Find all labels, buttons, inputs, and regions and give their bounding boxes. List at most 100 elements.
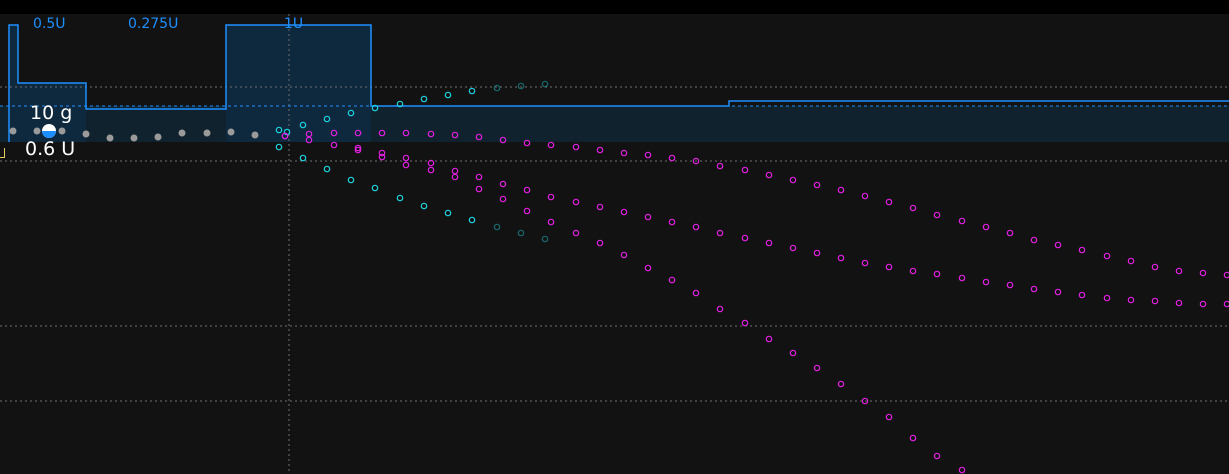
top-bar <box>0 0 1229 14</box>
prediction-dot <box>451 173 459 181</box>
prediction-dot <box>1151 297 1159 305</box>
prediction-dot <box>668 276 676 284</box>
prediction-dot <box>909 267 917 275</box>
glucose-history-dot <box>203 129 211 137</box>
prediction-dot <box>668 154 676 162</box>
prediction-dot <box>813 181 821 189</box>
prediction-dot <box>620 208 628 216</box>
glucose-history-dot <box>130 134 138 142</box>
prediction-dot <box>323 115 331 123</box>
prediction-dot <box>885 413 893 421</box>
prediction-dot <box>323 165 331 173</box>
glucose-history-dots <box>9 127 259 142</box>
prediction-dot <box>620 251 628 259</box>
prediction-dot <box>420 95 428 103</box>
prediction-dot <box>982 223 990 231</box>
prediction-dot <box>1078 291 1086 299</box>
prediction-dot <box>885 198 893 206</box>
glucose-history-dot <box>33 127 41 135</box>
prediction-dot <box>1006 229 1014 237</box>
prediction-dot <box>861 259 869 267</box>
prediction-dot <box>299 154 307 162</box>
prediction-dot <box>572 229 580 237</box>
prediction-dot <box>541 235 549 243</box>
prediction-dot <box>493 84 501 92</box>
prediction-dot <box>499 180 507 188</box>
prediction-dot <box>692 157 700 165</box>
basal-label-2: 0.275U <box>128 16 178 32</box>
cyan-prediction-dots <box>275 80 549 243</box>
prediction-dot <box>347 109 355 117</box>
prediction-dot <box>468 216 476 224</box>
bolus-marker[interactable] <box>42 124 56 138</box>
prediction-dot <box>330 129 338 137</box>
prediction-dot <box>909 434 917 442</box>
prediction-dot <box>596 146 604 154</box>
prediction-dot <box>958 274 966 282</box>
prediction-dot <box>475 133 483 141</box>
prediction-dot <box>982 278 990 286</box>
prediction-dot <box>523 207 531 215</box>
prediction-dot <box>305 130 313 138</box>
magenta-prediction-dots <box>281 129 1229 474</box>
prediction-dot <box>813 364 821 372</box>
prediction-dot <box>1151 263 1159 271</box>
prediction-dot <box>716 162 724 170</box>
prediction-dot <box>499 136 507 144</box>
prediction-dot <box>354 144 362 152</box>
prediction-dot <box>572 143 580 151</box>
prediction-dot <box>378 129 386 137</box>
prediction-dot <box>789 176 797 184</box>
glucose-history-dot <box>82 130 90 138</box>
prediction-dot <box>765 335 773 343</box>
prediction-dot <box>468 87 476 95</box>
prediction-dot <box>281 132 289 140</box>
prediction-dot <box>420 202 428 210</box>
carbs-label: 10 g <box>30 102 72 124</box>
prediction-dot <box>620 149 628 157</box>
prediction-dot <box>493 223 501 231</box>
prediction-dot <box>1175 267 1183 275</box>
prediction-dot <box>716 229 724 237</box>
prediction-dot <box>378 149 386 157</box>
prediction-dot <box>402 129 410 137</box>
prediction-dot <box>378 153 386 161</box>
prediction-dot <box>444 209 452 217</box>
glucose-history-dot <box>106 134 114 142</box>
prediction-dot <box>523 186 531 194</box>
prediction-dot <box>1223 300 1229 308</box>
prediction-dot <box>813 249 821 257</box>
grid <box>0 14 1229 474</box>
prediction-dot <box>837 254 845 262</box>
basal-label-3: 1U <box>284 16 303 32</box>
prediction-dot <box>427 166 435 174</box>
prediction-dot <box>716 305 724 313</box>
glucose-history-dot <box>178 129 186 137</box>
prediction-dot <box>837 186 845 194</box>
prediction-dot <box>644 213 652 221</box>
glucose-history-dot <box>154 133 162 141</box>
prediction-dot <box>475 185 483 193</box>
prediction-dot <box>444 91 452 99</box>
prediction-dot <box>1030 285 1038 293</box>
prediction-dot <box>330 141 338 149</box>
prediction-dot <box>451 131 459 139</box>
prediction-dot <box>402 161 410 169</box>
prediction-dot <box>402 154 410 162</box>
prediction-dot <box>1006 281 1014 289</box>
prediction-dot <box>1199 269 1207 277</box>
prediction-dot <box>1078 246 1086 254</box>
prediction-dot <box>517 229 525 237</box>
prediction-dot <box>475 173 483 181</box>
prediction-dot <box>541 80 549 88</box>
prediction-dot <box>861 397 869 405</box>
prediction-dot <box>499 195 507 203</box>
prediction-dot <box>305 136 313 144</box>
prediction-dot <box>354 129 362 137</box>
glucose-history-dot <box>227 128 235 136</box>
prediction-dot <box>1223 271 1229 279</box>
prediction-dot <box>547 218 555 226</box>
prediction-dot <box>427 159 435 167</box>
prediction-dot <box>275 126 283 134</box>
